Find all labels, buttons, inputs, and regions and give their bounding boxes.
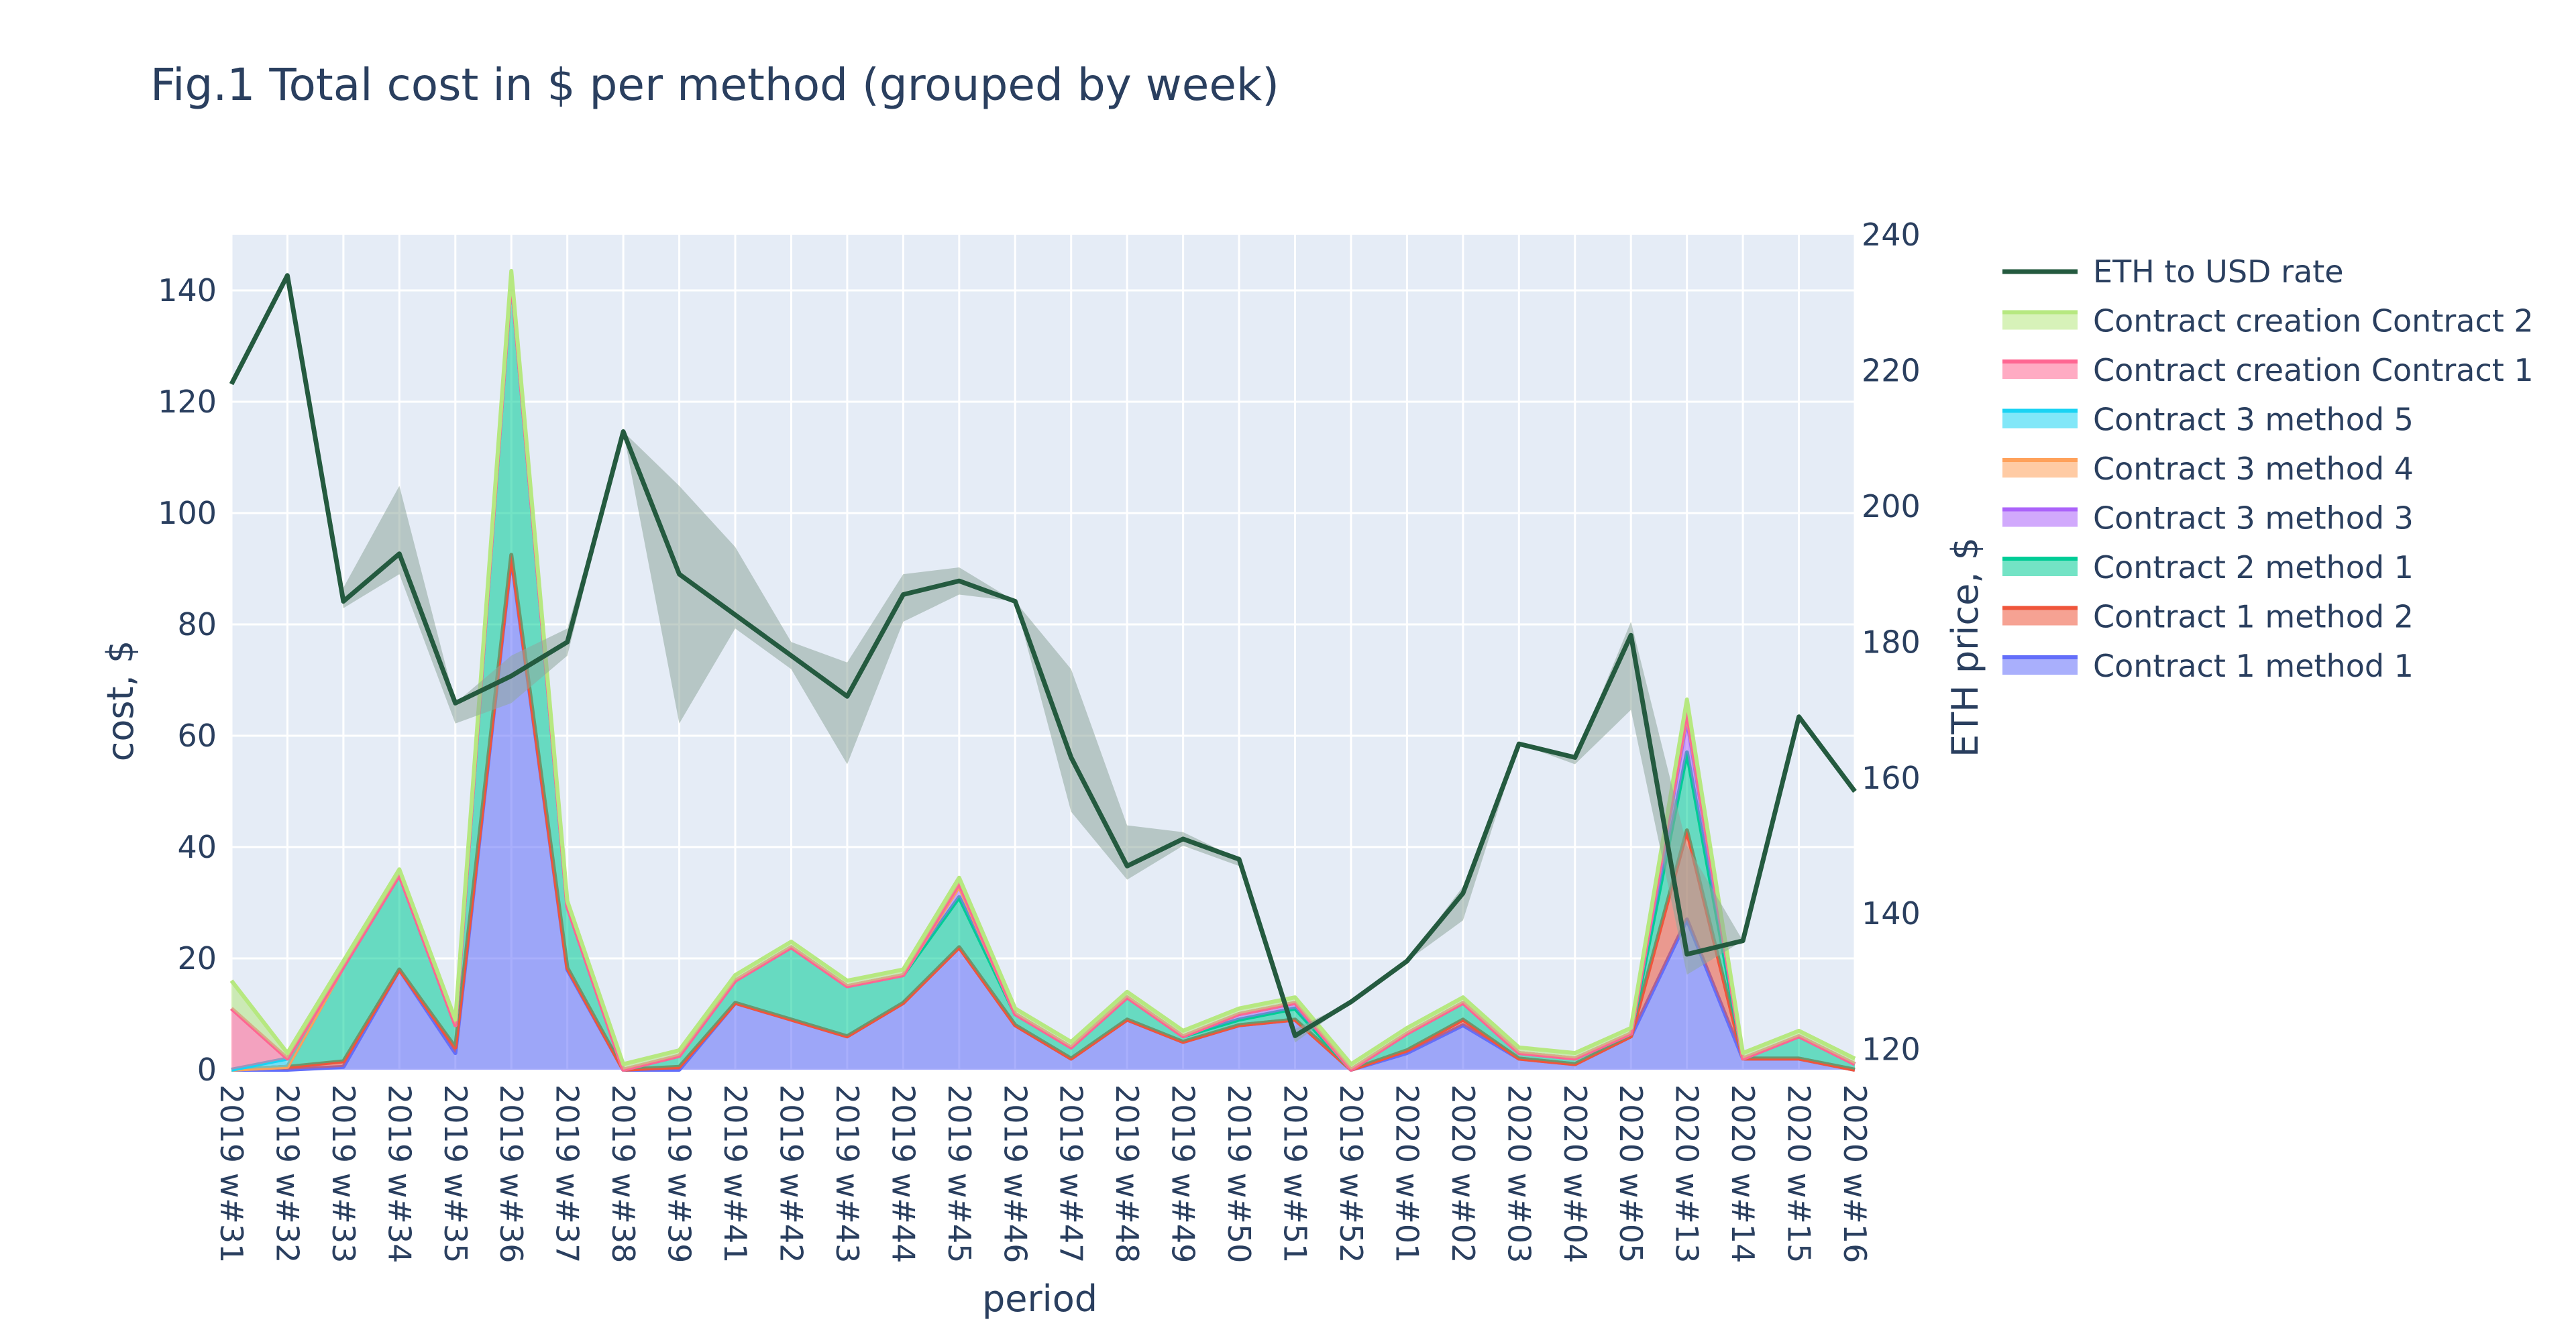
x-tick-label: 2020 w#15 (1781, 1084, 1817, 1263)
x-tick-label: 2019 w#36 (493, 1084, 529, 1263)
y-tick-label: 0 (197, 1052, 217, 1088)
legend-item[interactable]: Contract 3 method 3 (2002, 500, 2414, 537)
y-axis-title: cost, $ (99, 640, 142, 762)
x-tick-label: 2020 w#05 (1613, 1084, 1649, 1263)
stacked-areas (229, 269, 1856, 1072)
legend-label: Contract creation Contract 1 (2093, 352, 2534, 388)
x-tick-label: 2020 w#16 (1837, 1084, 1873, 1263)
x-tick-label: 2019 w#33 (325, 1084, 362, 1263)
legend-label: Contract 2 method 1 (2093, 549, 2414, 586)
x-tick-label: 2019 w#43 (829, 1084, 865, 1263)
legend-item[interactable]: Contract 3 method 5 (2002, 402, 2414, 438)
x-tick-label: 2019 w#45 (941, 1084, 977, 1263)
y-tick-label: 140 (158, 272, 217, 309)
y-axis-ticks: 0 20 40 60 80 100 120 140 (158, 272, 217, 1088)
y2-tick-label: 120 (1862, 1032, 1921, 1068)
chart-title: Fig.1 Total cost in $ per method (groupe… (150, 59, 1279, 111)
x-axis-ticks: 2019 w#31 2019 w#32 2019 w#33 2019 w#34 2019… (213, 1084, 1873, 1263)
y-tick-label: 120 (158, 384, 217, 420)
x-tick-label: 2019 w#49 (1165, 1084, 1201, 1263)
x-tick-label: 2019 w#37 (549, 1084, 586, 1263)
eth-rate-line (229, 273, 1857, 1038)
x-tick-label: 2019 w#32 (269, 1084, 305, 1263)
y-tick-label: 80 (177, 606, 217, 643)
eth-rate-line-group (229, 273, 1857, 1038)
x-tick-label: 2020 w#01 (1389, 1084, 1425, 1263)
x-tick-label: 2019 w#38 (605, 1084, 641, 1263)
x-tick-label: 2019 w#31 (213, 1084, 250, 1263)
y2-tick-label: 140 (1862, 895, 1921, 932)
y2-tick-label: 220 (1862, 352, 1921, 388)
x-tick-label: 2020 w#13 (1669, 1084, 1705, 1263)
x-tick-label: 2020 w#02 (1445, 1084, 1481, 1263)
x-tick-label: 2020 w#03 (1501, 1084, 1537, 1263)
legend-item[interactable]: Contract 1 method 2 (2002, 599, 2414, 635)
legend[interactable]: ETH to USD rate Contract creation Contrac… (2002, 254, 2534, 684)
x-tick-label: 2019 w#41 (717, 1084, 753, 1263)
legend-label: Contract 3 method 5 (2093, 402, 2414, 438)
legend-swatch (2002, 509, 2078, 527)
x-tick-label: 2019 w#47 (1053, 1084, 1089, 1263)
y-tick-label: 100 (158, 495, 217, 531)
x-tick-label: 2020 w#14 (1725, 1084, 1761, 1263)
legend-swatch (2002, 460, 2078, 478)
legend-label: Contract 3 method 4 (2093, 451, 2414, 487)
y2-tick-label: 200 (1862, 488, 1921, 524)
legend-swatch (2002, 608, 2078, 626)
legend-item[interactable]: Contract creation Contract 1 (2002, 352, 2534, 388)
y2-axis-ticks: 120 140 160 180 200 220 240 (1862, 217, 1921, 1068)
x-tick-label: 2019 w#51 (1277, 1084, 1313, 1263)
legend-label: ETH to USD rate (2093, 254, 2344, 290)
x-tick-label: 2019 w#42 (773, 1084, 810, 1263)
legend-swatch (2002, 657, 2078, 675)
legend-item[interactable]: Contract 2 method 1 (2002, 549, 2414, 586)
x-tick-label: 2019 w#46 (997, 1084, 1033, 1263)
y-tick-label: 60 (177, 718, 217, 754)
legend-swatch (2002, 312, 2078, 330)
x-axis-title: period (982, 1278, 1097, 1320)
legend-label: Contract 3 method 3 (2093, 500, 2414, 537)
legend-item[interactable]: Contract 3 method 4 (2002, 451, 2414, 487)
y2-tick-label: 160 (1862, 760, 1921, 796)
legend-label: Contract 1 method 2 (2093, 599, 2414, 635)
x-tick-label: 2019 w#34 (381, 1084, 417, 1263)
legend-label: Contract creation Contract 2 (2093, 303, 2534, 339)
legend-swatch (2002, 361, 2078, 379)
y2-tick-label: 240 (1862, 217, 1921, 253)
x-tick-label: 2020 w#04 (1557, 1084, 1593, 1263)
x-tick-label: 2019 w#52 (1333, 1084, 1369, 1263)
y2-axis-title: ETH price, $ (1944, 537, 1986, 757)
area-1 (231, 557, 1855, 1070)
legend-item[interactable]: Contract 1 method 1 (2002, 648, 2414, 684)
legend-label: Contract 1 method 1 (2093, 648, 2414, 684)
x-tick-label: 2019 w#44 (885, 1084, 921, 1263)
x-tick-label: 2019 w#39 (661, 1084, 698, 1263)
legend-item[interactable]: Contract creation Contract 2 (2002, 303, 2534, 339)
y2-tick-label: 180 (1862, 624, 1921, 660)
x-tick-label: 2019 w#35 (437, 1084, 474, 1263)
area-line-8 (229, 269, 1856, 1066)
legend-swatch (2002, 410, 2078, 429)
x-tick-label: 2019 w#50 (1221, 1084, 1257, 1263)
legend-swatch (2002, 559, 2078, 576)
y-tick-label: 20 (177, 940, 217, 977)
legend-item[interactable]: ETH to USD rate (2002, 254, 2344, 290)
x-tick-label: 2019 w#48 (1109, 1084, 1145, 1263)
y-tick-label: 40 (177, 829, 217, 865)
